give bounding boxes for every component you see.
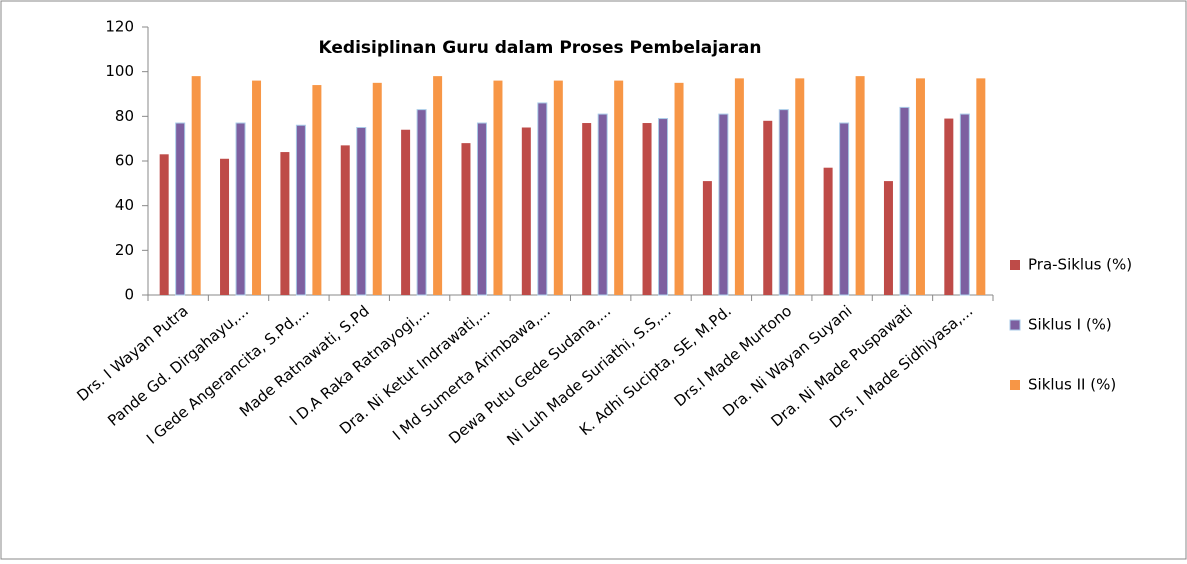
bar (944, 118, 954, 295)
bar (915, 78, 925, 295)
bar (433, 76, 443, 295)
bar (778, 109, 789, 296)
bar (883, 181, 893, 295)
bar (718, 113, 729, 296)
y-tick-label: 100 (105, 62, 134, 80)
bar (175, 122, 186, 296)
bar (823, 167, 833, 295)
bar (476, 122, 487, 296)
bar (658, 118, 669, 296)
bar (252, 80, 262, 295)
bar (220, 158, 230, 295)
bar (855, 76, 865, 295)
bar (416, 109, 427, 296)
bar (356, 127, 367, 296)
bar (372, 82, 382, 295)
bar (340, 145, 350, 295)
legend-label: Pra-Siklus (%) (1028, 256, 1132, 274)
legend-swatch (1010, 260, 1020, 270)
legend-swatch (1009, 319, 1021, 331)
bar (159, 154, 169, 295)
bar (795, 78, 805, 295)
y-tick-label: 120 (105, 18, 134, 36)
bar (191, 76, 201, 295)
bar (959, 113, 970, 296)
bar (702, 181, 712, 295)
chart-title: Kedisiplinan Guru dalam Proses Pembelaja… (319, 38, 762, 58)
y-tick-label: 60 (115, 152, 134, 170)
bar (899, 106, 910, 296)
bar (295, 124, 306, 296)
bar (839, 122, 850, 296)
bar (674, 82, 684, 295)
legend-label: Siklus I (%) (1028, 316, 1112, 334)
y-tick-label: 40 (115, 196, 134, 214)
bar (493, 80, 503, 295)
bar (312, 85, 322, 295)
bar (642, 123, 652, 296)
bar (537, 102, 548, 296)
bar (521, 127, 531, 295)
bar (597, 113, 608, 296)
y-tick-label: 0 (124, 286, 134, 304)
bar (734, 78, 744, 295)
bar (461, 143, 471, 295)
bar (280, 152, 290, 295)
bar (976, 78, 986, 295)
bar (553, 80, 563, 295)
legend-label: Siklus II (%) (1028, 376, 1116, 394)
bar (614, 80, 624, 295)
bar (401, 129, 411, 295)
bar (763, 120, 773, 295)
legend-swatch (1010, 380, 1020, 390)
bar (235, 122, 246, 296)
y-tick-label: 80 (115, 107, 134, 125)
bar (582, 123, 592, 296)
y-tick-label: 20 (115, 241, 134, 259)
